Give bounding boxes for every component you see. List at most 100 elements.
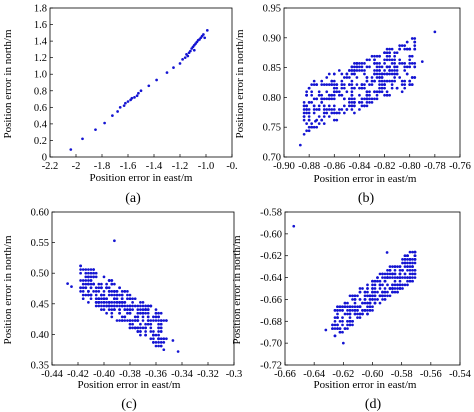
scatter-point: [353, 104, 356, 108]
scatter-point: [406, 254, 409, 258]
scatter-point: [118, 286, 121, 290]
scatter-point: [178, 62, 182, 65]
scatter-point: [358, 93, 361, 97]
scatter-point: [361, 312, 364, 316]
scatter-point: [307, 86, 311, 90]
x-tick-label: -0.38: [119, 369, 141, 380]
scatter-point: [400, 61, 404, 65]
y-tick-label: -0.68: [260, 317, 282, 328]
scatter-point: [131, 308, 134, 311]
scatter-point: [154, 344, 158, 348]
scatter-point: [133, 315, 137, 319]
x-axis-label: Position error in east/m: [314, 379, 417, 391]
scatter-point: [118, 311, 121, 315]
scatter-point: [149, 322, 153, 326]
scatter-point: [107, 300, 111, 304]
scatter-point: [133, 304, 137, 308]
scatter-point: [368, 101, 371, 104]
scatter-point: [408, 58, 412, 62]
scatter-point: [81, 268, 85, 271]
scatter-point: [149, 337, 153, 341]
x-tick-label: -0.86: [323, 161, 345, 172]
scatter-point: [353, 294, 357, 298]
scatter-point: [391, 290, 394, 294]
scatter-point: [336, 309, 339, 312]
scatter-point: [305, 93, 308, 97]
scatter-point: [113, 308, 116, 311]
plot-frame: [51, 211, 235, 366]
scatter-point: [162, 348, 166, 352]
scatter-point: [325, 111, 329, 115]
scatter-point: [393, 58, 396, 62]
scatter-point: [360, 97, 364, 101]
scatter-point: [340, 83, 344, 86]
scatter-point: [310, 122, 314, 125]
scatter-point: [393, 54, 396, 58]
scatter-point: [393, 279, 397, 283]
scatter-point: [393, 265, 397, 268]
scatter-point: [393, 79, 396, 83]
scatter-point: [105, 300, 108, 304]
x-axis-ticks: -2.2 -2 -1.8 -1.6 -1.4 -1.2 -1.0 -0.: [42, 154, 238, 172]
scatter-point: [373, 79, 376, 83]
scatter-point: [375, 54, 379, 58]
scatter-point: [305, 90, 308, 94]
scatter-point: [340, 72, 344, 76]
scatter-point: [131, 304, 134, 308]
scatter-point: [120, 304, 124, 308]
scatter-point: [406, 261, 409, 265]
scatter-point: [411, 250, 414, 254]
scatter-point: [128, 326, 132, 330]
scatter-point: [146, 322, 150, 326]
scatter-point: [373, 279, 377, 283]
scatter-point: [390, 61, 394, 65]
scatter-point: [393, 61, 396, 65]
scatter-point: [120, 290, 124, 293]
scatter-point: [356, 316, 359, 319]
scatter-point: [94, 275, 98, 279]
scatter-point: [120, 297, 124, 301]
scatter-point: [355, 69, 359, 72]
scatter-point: [398, 76, 402, 79]
scatter-point: [157, 344, 160, 348]
scatter-point: [375, 69, 379, 72]
scatter-point: [366, 309, 369, 312]
scatter-point: [368, 298, 372, 301]
scatter-point: [345, 90, 349, 94]
scatter-point: [385, 51, 389, 55]
scatter-point: [350, 108, 354, 111]
scatter-point: [139, 322, 142, 326]
scatter-point: [157, 322, 160, 326]
scatter-point: [322, 97, 326, 101]
scatter-point: [146, 308, 150, 311]
y-tick-label: 0.2: [34, 136, 47, 147]
scatter-point: [110, 282, 114, 286]
scatter-point: [340, 93, 344, 97]
scatter-point: [110, 315, 114, 319]
scatter-point: [331, 323, 334, 327]
scatter-point: [305, 111, 308, 115]
scatter-point: [401, 261, 404, 265]
scatter-point: [97, 286, 101, 290]
scatter-point: [378, 86, 381, 90]
scatter-point: [408, 250, 412, 254]
scatter-point: [401, 283, 404, 287]
scatter-point: [378, 279, 382, 283]
y-tick-label: 0.50: [31, 269, 49, 280]
scatter-point: [317, 122, 321, 125]
scatter-point: [393, 287, 397, 290]
scatter-point: [292, 224, 296, 228]
scatter-point: [373, 287, 377, 290]
scatter-point: [413, 37, 417, 40]
scatter-point: [420, 60, 424, 63]
scatter-point: [141, 308, 145, 311]
scatter-point: [105, 286, 108, 290]
scatter-point: [320, 101, 324, 104]
scatter-point: [81, 137, 84, 141]
scatter-point: [100, 286, 103, 290]
scatter-point: [350, 65, 354, 69]
scatter-point: [360, 61, 364, 65]
scatter-point: [136, 315, 140, 319]
scatter-point: [360, 104, 364, 108]
scatter-point: [189, 49, 192, 53]
